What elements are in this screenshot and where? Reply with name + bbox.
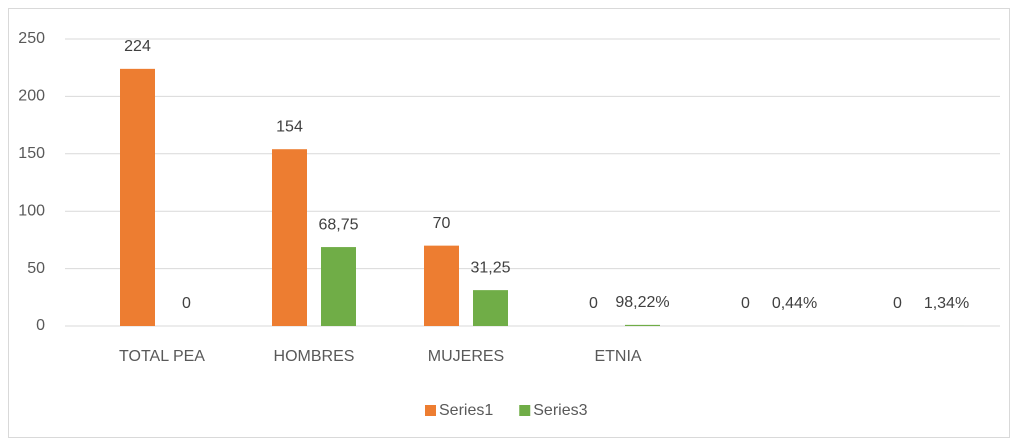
x-tick-label: MUJERES bbox=[428, 348, 504, 365]
data-label: 1,34% bbox=[924, 295, 969, 312]
legend-label: Series1 bbox=[439, 402, 493, 419]
bar bbox=[120, 68, 155, 327]
chart-border bbox=[8, 8, 1010, 438]
y-tick-label: 50 bbox=[27, 260, 45, 277]
data-label: 154 bbox=[276, 118, 303, 135]
data-label: 31,25 bbox=[470, 259, 510, 276]
y-tick-label: 250 bbox=[18, 30, 45, 47]
bar bbox=[321, 247, 356, 326]
legend-swatch bbox=[519, 405, 531, 416]
y-tick-label: 150 bbox=[18, 145, 45, 162]
bar bbox=[473, 290, 508, 326]
data-label: 0,44% bbox=[772, 295, 817, 312]
data-label: 0 bbox=[182, 295, 191, 312]
bar bbox=[272, 149, 307, 326]
bar bbox=[625, 324, 660, 326]
data-label: 98,22% bbox=[615, 294, 669, 311]
legend-swatch bbox=[425, 405, 436, 416]
x-tick-label: TOTAL PEA bbox=[119, 348, 205, 365]
y-tick-label: 200 bbox=[18, 88, 45, 105]
y-tick-label: 0 bbox=[36, 317, 45, 334]
data-label: 0 bbox=[893, 295, 902, 312]
bar bbox=[424, 245, 459, 326]
data-label: 224 bbox=[124, 38, 151, 55]
data-label: 0 bbox=[589, 295, 598, 312]
data-label: 68,75 bbox=[318, 216, 358, 233]
x-tick-label: HOMBRES bbox=[274, 348, 355, 365]
data-label: 70 bbox=[433, 215, 451, 232]
y-tick-label: 100 bbox=[18, 202, 45, 219]
x-tick-label: ETNIA bbox=[594, 348, 641, 365]
legend-label: Series3 bbox=[533, 402, 587, 419]
data-label: 0 bbox=[741, 295, 750, 312]
